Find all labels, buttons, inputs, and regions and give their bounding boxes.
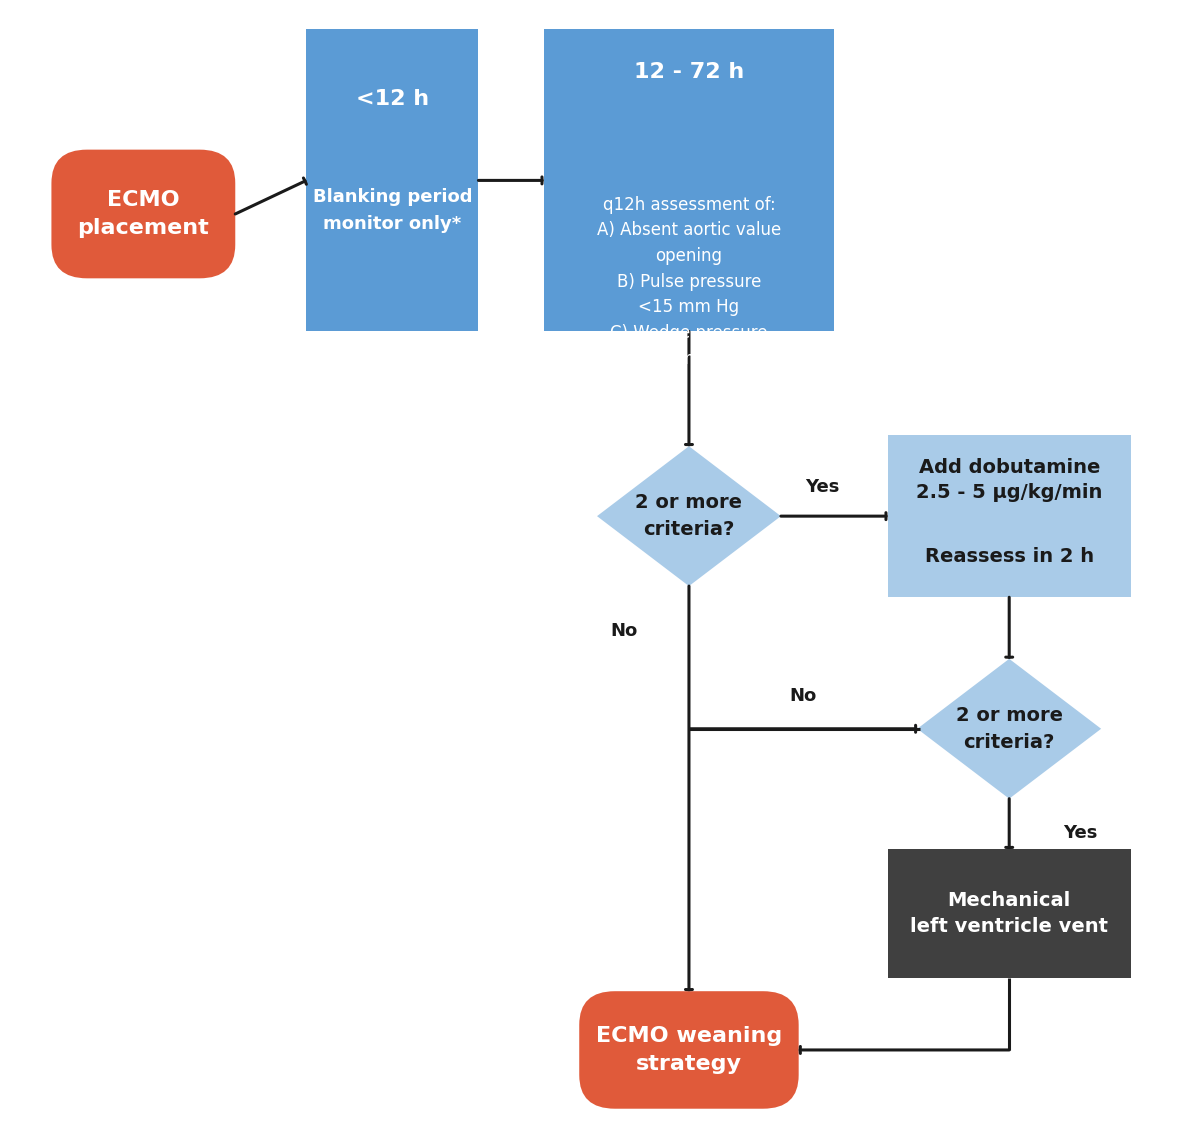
Text: ECMO weaning
strategy: ECMO weaning strategy (596, 1026, 782, 1074)
FancyBboxPatch shape (52, 150, 235, 279)
Text: 12 - 72 h: 12 - 72 h (634, 61, 744, 82)
Text: 2 or more
criteria?: 2 or more criteria? (636, 493, 743, 539)
Text: No: No (610, 622, 637, 640)
Bar (306, 29, 479, 332)
Bar (544, 29, 834, 332)
Polygon shape (598, 446, 781, 586)
Text: ECMO
placement: ECMO placement (78, 190, 209, 238)
Bar (888, 849, 1130, 978)
Polygon shape (917, 658, 1102, 799)
Text: q12h assessment of:
A) Absent aortic value
opening
B) Pulse pressure
<15 mm Hg
C: q12h assessment of: A) Absent aortic val… (596, 196, 781, 368)
Text: Mechanical
left ventricle vent: Mechanical left ventricle vent (911, 891, 1109, 936)
Text: No: No (790, 687, 817, 705)
Bar (888, 435, 1130, 597)
Text: Yes: Yes (805, 477, 840, 495)
Text: Add dobutamine
2.5 - 5 μg/kg/min: Add dobutamine 2.5 - 5 μg/kg/min (916, 459, 1103, 502)
Text: Yes: Yes (1063, 824, 1098, 842)
FancyBboxPatch shape (580, 991, 799, 1109)
Text: <12 h: <12 h (356, 88, 428, 109)
Text: 2 or more
criteria?: 2 or more criteria? (955, 706, 1063, 751)
Text: Blanking period
monitor only*: Blanking period monitor only* (313, 188, 472, 232)
Text: Reassess in 2 h: Reassess in 2 h (925, 547, 1093, 566)
